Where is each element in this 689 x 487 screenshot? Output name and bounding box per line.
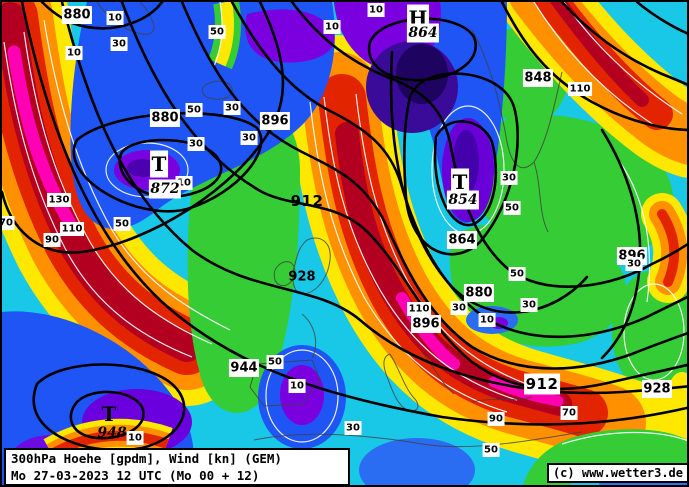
copyright-text: (c) www.wetter3.de bbox=[552, 466, 683, 480]
isotach-label: 10 bbox=[108, 12, 122, 24]
isotach-label: 50 bbox=[268, 356, 282, 368]
isotach-label: 50 bbox=[510, 268, 524, 280]
copyright-box: (c) www.wetter3.de bbox=[546, 463, 687, 483]
isotach-label: 70 bbox=[0, 217, 13, 229]
pressure-center-letter: T bbox=[101, 402, 117, 426]
isotach-label: 30 bbox=[452, 302, 466, 314]
isotach-label: 90 bbox=[489, 413, 503, 425]
pressure-center-value: 948 bbox=[97, 425, 127, 441]
isotach-label: 30 bbox=[502, 172, 516, 184]
isotach-label: 10 bbox=[177, 177, 191, 189]
height-contour-label: 928 bbox=[288, 269, 316, 285]
height-contour-label: 864 bbox=[448, 232, 476, 248]
pressure-center-letter: T bbox=[452, 170, 468, 194]
isotach-label: 30 bbox=[627, 258, 641, 270]
pressure-center-value: 864 bbox=[408, 25, 438, 41]
pressure-center-letter: H bbox=[408, 6, 428, 30]
isotach-label: 70 bbox=[562, 407, 576, 419]
isotach-label: 50 bbox=[115, 218, 129, 230]
height-contour-label: 848 bbox=[524, 70, 552, 86]
isotach-label: 130 bbox=[48, 194, 70, 206]
height-contour-label: 880 bbox=[151, 110, 179, 126]
isotach-label: 30 bbox=[225, 102, 239, 114]
isotach-label: 10 bbox=[480, 314, 494, 326]
height-contour-label: 896 bbox=[412, 316, 440, 332]
isotach-label: 30 bbox=[522, 299, 536, 311]
isotach-label: 10 bbox=[67, 47, 81, 59]
isotach-label: 30 bbox=[189, 138, 203, 150]
isotach-label: 110 bbox=[61, 223, 83, 235]
height-contour-label: 944 bbox=[230, 360, 258, 376]
legend-parameter: 300hPa Hoehe [gpdm], Wind [kn] (GEM) bbox=[11, 451, 282, 466]
height-contour-label: 880 bbox=[63, 7, 91, 23]
pressure-center-value: 854 bbox=[448, 192, 478, 208]
isotach-contours-white bbox=[3, 2, 687, 445]
isotach-label: 50 bbox=[210, 26, 224, 38]
legend-box: 300hPa Hoehe [gpdm], Wind [kn] (GEM) Mo … bbox=[4, 448, 350, 485]
isotach-label: 110 bbox=[408, 303, 430, 315]
isotach-label: 10 bbox=[325, 21, 339, 33]
isotach-label: 30 bbox=[242, 132, 256, 144]
isotach-label: 110 bbox=[569, 83, 591, 95]
isotach-label: 10 bbox=[128, 432, 142, 444]
pressure-center-value: 872 bbox=[150, 181, 180, 197]
isotach-label: 50 bbox=[505, 202, 519, 214]
isotach-label: 10 bbox=[290, 380, 304, 392]
pressure-center-letter: T bbox=[151, 152, 167, 176]
isotach-label: 50 bbox=[484, 444, 498, 456]
isotach-label: 90 bbox=[45, 234, 59, 246]
legend-valid-time: Mo 27-03-2023 12 UTC (Mo 00 + 12) bbox=[11, 468, 260, 483]
isotach-label: 10 bbox=[369, 4, 383, 16]
isotach-label: 30 bbox=[346, 422, 360, 434]
height-contour-label: 880 bbox=[465, 285, 493, 301]
height-contour-label: 912 bbox=[525, 375, 559, 393]
height-contour-label: 912 bbox=[290, 192, 324, 210]
height-contour-label: 896 bbox=[261, 113, 289, 129]
height-contour-label: 928 bbox=[643, 381, 671, 397]
isotach-label: 50 bbox=[187, 104, 201, 116]
isotach-label: 30 bbox=[112, 38, 126, 50]
